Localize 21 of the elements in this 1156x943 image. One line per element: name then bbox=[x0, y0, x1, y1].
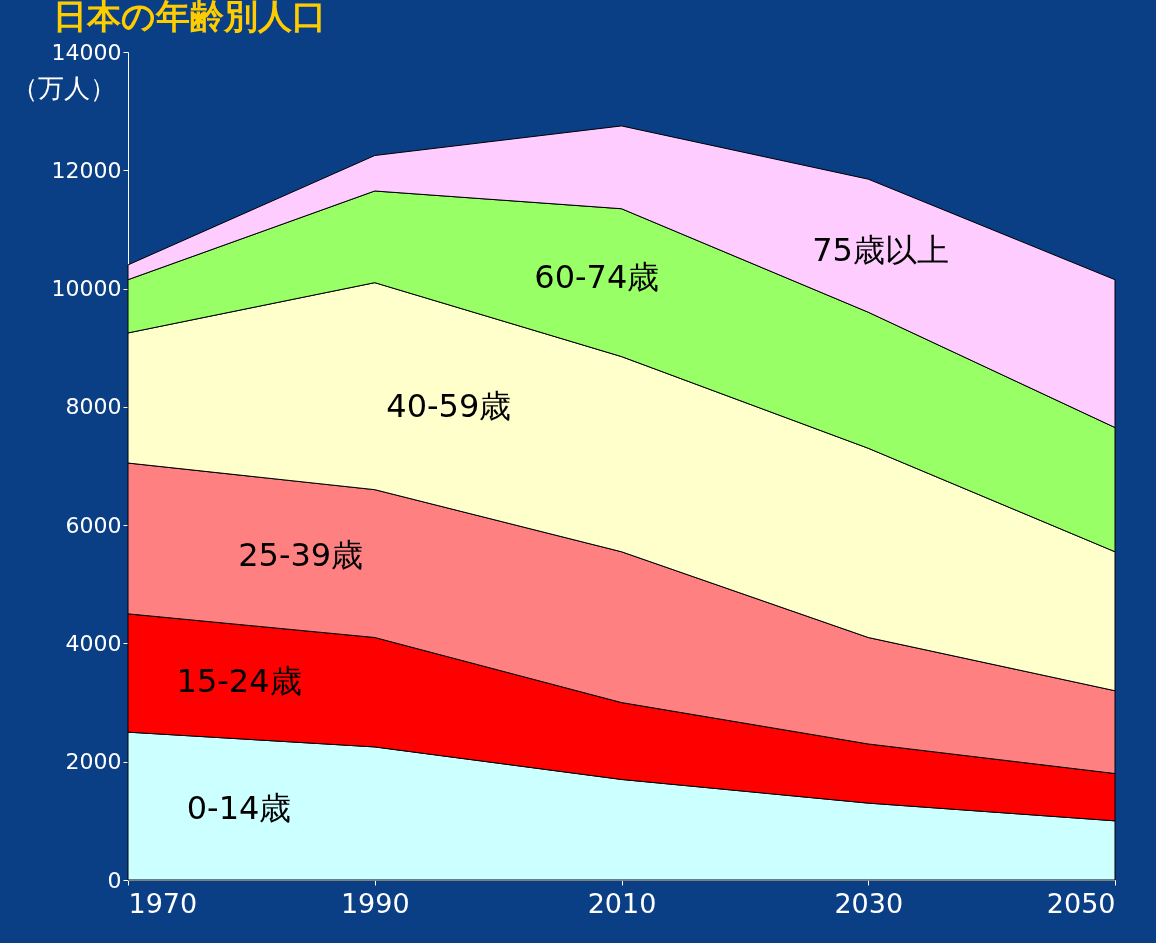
x-tick-label: 1990 bbox=[340, 887, 410, 919]
y-axis-title: （万人） bbox=[11, 72, 116, 103]
series-label: 40-59歳 bbox=[386, 386, 512, 425]
y-tick-label: 6000 bbox=[65, 512, 122, 538]
y-tick-label: 14000 bbox=[51, 39, 122, 65]
x-tick-label: 2050 bbox=[1046, 887, 1116, 919]
chart-title: 日本の年齢別人口 bbox=[53, 0, 326, 36]
y-tick-label: 12000 bbox=[51, 157, 122, 183]
x-tick-label: 2030 bbox=[834, 887, 904, 919]
y-tick-label: 10000 bbox=[51, 276, 122, 302]
x-tick-label: 2010 bbox=[587, 887, 657, 919]
series-label: 0-14歳 bbox=[186, 789, 292, 828]
y-tick-label: 0 bbox=[107, 867, 122, 893]
x-tick-label: 1970 bbox=[128, 887, 198, 919]
series-label: 15-24歳 bbox=[176, 661, 302, 700]
series-label: 25-39歳 bbox=[238, 536, 364, 575]
series-label: 75歳以上 bbox=[812, 231, 949, 270]
y-tick-label: 8000 bbox=[65, 394, 122, 420]
y-tick-label: 2000 bbox=[65, 749, 122, 775]
y-tick-label: 4000 bbox=[65, 630, 122, 656]
series-label: 60-74歳 bbox=[534, 258, 660, 297]
